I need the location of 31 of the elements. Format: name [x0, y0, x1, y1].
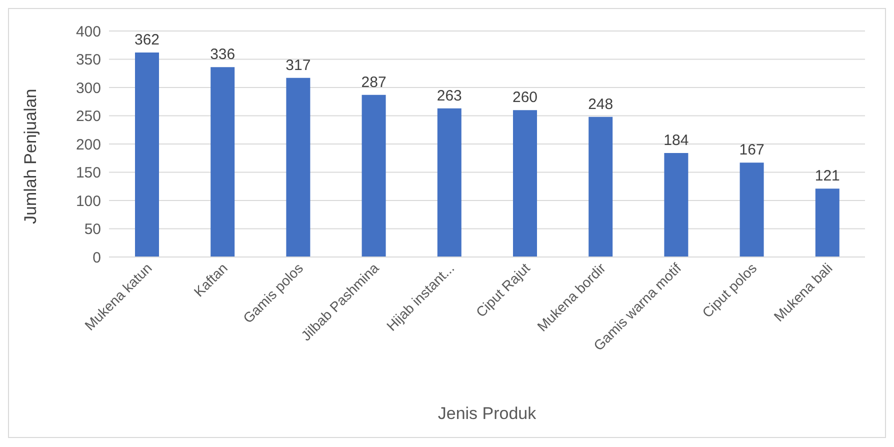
y-tick-label: 200: [76, 136, 101, 154]
data-label: 317: [286, 56, 311, 74]
bar: [513, 110, 537, 257]
x-axis-title: Jenis Produk: [438, 404, 537, 423]
y-tick-label: 250: [76, 108, 101, 126]
y-tick-label: 150: [76, 164, 101, 182]
bar: [588, 116, 613, 257]
data-label: 167: [739, 142, 764, 159]
bar: [210, 67, 235, 257]
data-label: 362: [134, 31, 160, 48]
y-tick-label: 400: [76, 23, 101, 40]
y-tick-label: 100: [76, 192, 101, 210]
data-label: 287: [361, 74, 386, 91]
y-tick-label: 0: [92, 249, 101, 266]
bar: [135, 52, 159, 257]
bar: [437, 108, 462, 257]
data-label: 336: [210, 46, 236, 64]
bar: [815, 188, 840, 257]
y-tick-label: 50: [84, 221, 101, 238]
data-label: 184: [664, 132, 689, 150]
bar: [664, 153, 688, 257]
y-tick-label: 350: [76, 52, 101, 69]
y-axis-title: Jumlah Penjualan: [21, 88, 40, 224]
data-label: 263: [436, 87, 462, 104]
y-tick-label: 300: [76, 80, 101, 97]
data-label: 248: [588, 96, 614, 113]
bar: [286, 78, 310, 257]
bar: [362, 94, 386, 257]
bar: [740, 162, 764, 257]
data-label: 260: [512, 89, 538, 106]
data-label: 121: [814, 168, 840, 185]
